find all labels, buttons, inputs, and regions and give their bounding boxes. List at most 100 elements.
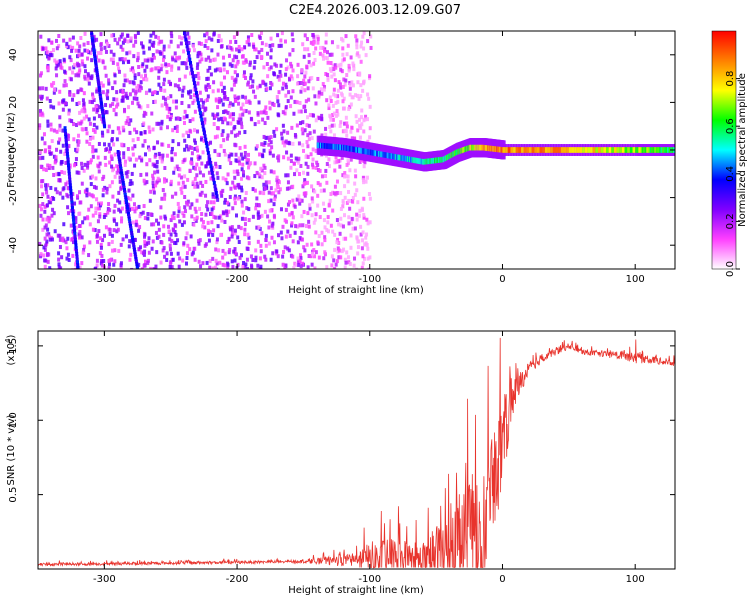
- heatmap-cell: [131, 206, 135, 211]
- heatmap-cell: [110, 33, 114, 38]
- heatmap-cell: [75, 194, 79, 199]
- heatmap-cell: [206, 94, 210, 99]
- heatmap-cell: [63, 79, 67, 84]
- heatmap-streak: [75, 251, 79, 256]
- heatmap-cell: [43, 204, 47, 209]
- heatmap-cell: [334, 262, 338, 267]
- heatmap-cell: [181, 258, 185, 263]
- heatmap-cell: [68, 90, 72, 95]
- heatmap-cell: [82, 247, 86, 252]
- heatmap-streak: [213, 184, 217, 189]
- heatmap-cell: [201, 183, 205, 188]
- heatmap-cell: [247, 207, 251, 212]
- heatmap-cell: [247, 165, 251, 170]
- heatmap-cell: [98, 161, 102, 166]
- heatmap-cell: [183, 74, 187, 79]
- colorbar-tick-label: 0.8: [725, 71, 736, 87]
- heatmap-streak: [186, 47, 190, 52]
- heatmap-cell: [282, 155, 286, 160]
- heatmap-cell: [50, 237, 54, 242]
- heatmap-cell: [55, 190, 59, 195]
- heatmap-cell: [98, 251, 102, 256]
- heatmap-cell: [326, 60, 330, 65]
- heatmap-cell: [216, 152, 220, 157]
- heatmap-cell: [71, 70, 75, 75]
- heatmap-cell: [350, 95, 354, 100]
- heatmap-signal: [515, 147, 520, 153]
- heatmap-cell: [45, 252, 49, 257]
- heatmap-cell: [133, 127, 137, 132]
- heatmap-cell: [169, 94, 173, 99]
- heatmap-cell: [311, 147, 315, 152]
- heatmap-cell: [126, 116, 130, 121]
- heatmap-cell: [368, 104, 372, 109]
- heatmap-cell: [299, 121, 303, 126]
- heatmap-cell: [44, 258, 48, 263]
- heatmap-cell: [87, 81, 91, 86]
- heatmap-cell: [264, 82, 268, 87]
- heatmap-signal: [534, 147, 539, 153]
- heatmap-cell: [58, 89, 62, 94]
- heatmap-signal: [571, 147, 576, 153]
- heatmap-cell: [247, 99, 251, 104]
- heatmap-streak: [63, 129, 67, 134]
- heatmap-streak: [127, 214, 131, 219]
- heatmap-cell: [172, 216, 176, 221]
- heatmap-signal: [600, 147, 605, 153]
- heatmap-cell: [115, 90, 119, 95]
- heatmap-cell: [38, 125, 42, 130]
- heatmap-cell: [195, 173, 199, 178]
- heatmap-cell: [100, 259, 104, 264]
- heatmap-cell: [334, 155, 338, 160]
- x-tick-label: 0: [499, 574, 505, 585]
- heatmap-streak: [204, 140, 208, 145]
- heatmap-cell: [269, 36, 273, 41]
- heatmap-cell: [74, 219, 78, 224]
- heatmap-cell: [345, 133, 349, 138]
- heatmap-streak: [71, 209, 75, 214]
- heatmap-cell: [200, 161, 204, 166]
- heatmap-cell: [95, 263, 99, 268]
- heatmap-streak: [72, 226, 76, 231]
- heatmap-cell: [151, 127, 155, 132]
- heatmap-cell: [61, 143, 65, 148]
- heatmap-cell: [309, 152, 313, 157]
- heatmap-cell: [77, 101, 81, 106]
- heatmap-cell: [213, 149, 217, 154]
- heatmap-cell: [192, 165, 196, 170]
- heatmap-cell: [122, 128, 126, 133]
- heatmap-cell: [62, 222, 66, 227]
- heatmap-cell: [112, 142, 116, 147]
- heatmap-cell: [113, 203, 117, 208]
- heatmap-streak: [126, 211, 130, 216]
- heatmap-cell: [103, 65, 107, 70]
- heatmap-cell: [343, 265, 347, 269]
- heatmap-cell: [351, 61, 355, 66]
- heatmap-cell: [345, 124, 349, 129]
- heatmap-cell: [245, 160, 249, 165]
- heatmap-cell: [44, 167, 48, 172]
- heatmap-cell: [178, 117, 182, 122]
- heatmap-cell: [188, 128, 192, 133]
- heatmap-cell: [223, 251, 227, 256]
- heatmap-cell: [197, 239, 201, 244]
- x-tick-label: 0: [499, 274, 505, 285]
- heatmap-cell: [247, 110, 251, 115]
- heatmap-streak: [123, 190, 127, 195]
- heatmap-cell: [304, 70, 308, 75]
- heatmap-cell: [358, 135, 362, 140]
- heatmap-cell: [40, 136, 44, 141]
- heatmap-cell: [129, 38, 133, 43]
- heatmap-cell: [357, 213, 361, 218]
- heatmap-cell: [128, 50, 132, 55]
- heatmap-cell: [238, 113, 242, 118]
- heatmap-cell: [138, 225, 142, 230]
- heatmap-cell: [347, 198, 351, 203]
- heatmap-cell: [95, 197, 99, 202]
- heatmap-cell: [252, 44, 256, 49]
- heatmap-cell: [310, 196, 314, 201]
- heatmap-cell: [361, 34, 365, 39]
- heatmap-cell: [167, 143, 171, 148]
- heatmap-streak: [210, 167, 214, 172]
- heatmap-cell: [343, 128, 347, 133]
